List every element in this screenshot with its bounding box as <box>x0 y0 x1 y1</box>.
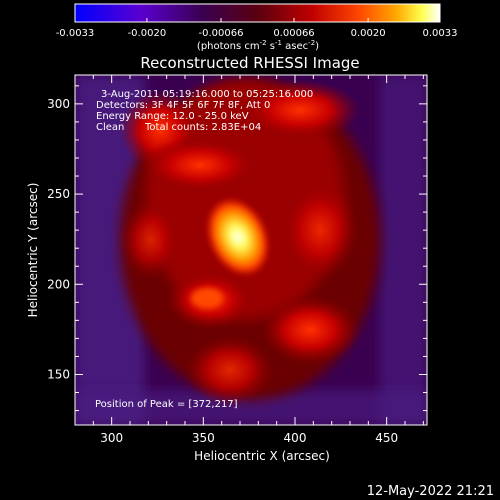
y-tick-label: 150 <box>47 367 70 381</box>
colorbar-tick-label: 0.0020 <box>351 28 386 39</box>
x-tick-label: 450 <box>375 431 398 445</box>
x-tick-label: 300 <box>100 431 123 445</box>
y-tick-label: 250 <box>47 187 70 201</box>
colorbar-ticks: -0.0033 -0.0020 -0.00066 0.00066 0.0020 0.003… <box>56 18 458 39</box>
colorbar-tick-label: -0.0033 <box>56 28 95 39</box>
colorbar <box>75 4 440 22</box>
total-counts-label: Total counts: 2.83E+04 <box>144 122 261 133</box>
clean-label: Clean <box>96 122 124 133</box>
heatmap-image <box>75 75 427 425</box>
colorbar-units: (photons cm-2 s-1 asec-2) <box>197 39 319 52</box>
x-axis-label: Heliocentric X (arcsec) <box>194 449 330 463</box>
y-tick-label: 300 <box>47 97 70 111</box>
x-tick-label: 350 <box>192 431 215 445</box>
timestamp: 12-May-2022 21:21 <box>367 484 494 499</box>
time-range-label: 3-Aug-2011 05:19:16.000 to 05:25:16.000 <box>101 89 313 100</box>
y-axis-label: Heliocentric Y (arcsec) <box>26 183 40 318</box>
colorbar-tick-label: -0.0020 <box>128 28 167 39</box>
plot-frame <box>74 74 428 426</box>
energy-range-label: Energy Range: 12.0 - 25.0 keV <box>96 111 249 122</box>
colorbar-tick-label: 0.0033 <box>423 28 458 39</box>
y-tick-label: 200 <box>47 277 70 291</box>
detectors-label: Detectors: 3F 4F 5F 6F 7F 8F, Att 0 <box>96 100 270 111</box>
x-tick-label: 400 <box>284 431 307 445</box>
colorbar-tick-label: -0.00066 <box>199 28 244 39</box>
colorbar-tick-label: 0.00066 <box>273 28 314 39</box>
chart-title: Reconstructed RHESSI Image <box>140 54 359 72</box>
axis-ticks: 300 350 400 450 150 200 250 300 <box>47 75 427 445</box>
colorbar-frame <box>74 3 441 23</box>
peak-position-label: Position of Peak = [372,217] <box>95 399 238 410</box>
